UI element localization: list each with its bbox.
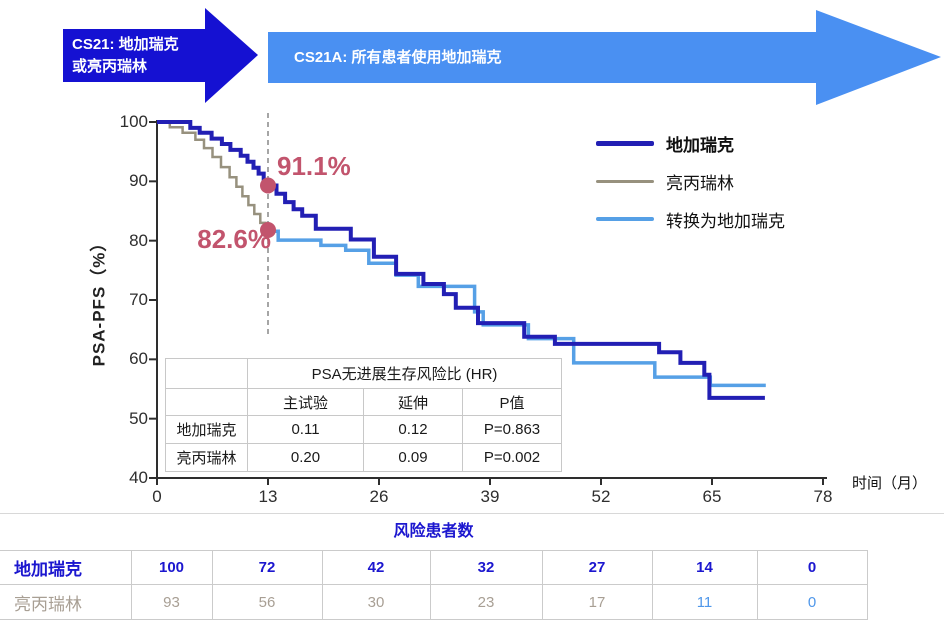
x-tick-label: 65 (702, 487, 722, 506)
legend: 地加瑞克亮丙瑞林转换为地加瑞克 (596, 124, 785, 238)
hr-blank-cell (165, 358, 248, 389)
x-tick-label: 78 (813, 487, 833, 506)
cs21-arrow: CS21: 地加瑞克 或亮丙瑞林 (63, 29, 206, 82)
risk-value-cell: 42 (321, 550, 431, 585)
hr-value-cell: 0.09 (363, 443, 463, 472)
legend-line-swatch (596, 179, 654, 183)
annotation-label: 91.1% (277, 151, 351, 182)
risk-value-cell: 100 (130, 550, 213, 585)
y-tick-label: 40 (129, 468, 148, 487)
hr-value-cell: P=0.863 (462, 415, 562, 444)
annotation-dot (260, 221, 276, 238)
hr-blank-cell (165, 388, 248, 416)
x-tick-label: 26 (369, 487, 389, 506)
cs21a-arrow: CS21A: 所有患者使用地加瑞克 (268, 32, 816, 83)
x-axis-title: 时间（月） (852, 475, 928, 492)
hr-column-header: 主试验 (247, 388, 364, 416)
hr-value-cell: 0.12 (363, 415, 463, 444)
risk-value-cell: 11 (651, 584, 758, 620)
risk-row-label: 亮丙瑞林 (0, 584, 132, 620)
y-tick-label: 90 (129, 171, 148, 191)
legend-line-swatch (596, 140, 654, 146)
legend-label: 亮丙瑞林 (666, 173, 734, 193)
hr-table: PSA无进展生存风险比 (HR) 主试验 延伸 P值地加瑞克 0.11 0.12 P=0.8… (165, 358, 562, 472)
annotation-dot (260, 177, 276, 194)
risk-value-cell: 30 (321, 584, 431, 620)
cs21a-arrowhead-icon (816, 10, 941, 105)
km-curve-0 (157, 120, 765, 400)
cs21-arrow-label-line2: 或亮丙瑞林 (72, 58, 148, 75)
risk-value-cell: 93 (130, 584, 213, 620)
km-curve-1 (157, 120, 270, 232)
y-tick-label: 50 (129, 408, 148, 428)
annotation-label: 82.6% (197, 223, 271, 254)
cs21a-arrow-label: CS21A: 所有患者使用地加瑞克 (294, 49, 502, 66)
x-tick-label: 52 (591, 487, 611, 506)
x-tick-label: 13 (258, 487, 278, 506)
risk-table-title: 风险患者数 (393, 523, 474, 540)
hr-value-cell: 0.11 (247, 415, 364, 444)
hr-value-cell: 0.20 (247, 443, 364, 472)
risk-value-cell: 0 (756, 584, 868, 620)
y-tick-label: 80 (129, 230, 148, 250)
risk-value-cell: 0 (756, 550, 868, 585)
legend-item: 地加瑞克 (596, 124, 785, 162)
legend-label: 转换为地加瑞克 (666, 211, 785, 231)
risk-value-cell: 27 (541, 550, 653, 585)
cs21-arrow-label-line1: CS21: 地加瑞克 (72, 36, 179, 53)
risk-row-label: 地加瑞克 (0, 550, 132, 585)
legend-label: 地加瑞克 (666, 135, 734, 155)
risk-value-cell: 23 (429, 584, 543, 620)
y-tick-label: 70 (129, 290, 148, 309)
risk-value-cell: 72 (211, 550, 323, 585)
risk-table: 地加瑞克 100 72 42 32 27 14 0 亮丙瑞林 93 56 30 23 17 11 0 (0, 550, 868, 620)
hr-value-cell: P=0.002 (462, 443, 562, 472)
hr-table-header: PSA无进展生存风险比 (HR) (247, 358, 562, 389)
cs21-arrowhead-icon (205, 8, 258, 103)
y-tick-label: 60 (129, 349, 148, 369)
risk-value-cell: 17 (541, 584, 653, 620)
x-tick-label: 0 (152, 487, 162, 506)
hr-column-header: P值 (462, 388, 562, 416)
x-tick-label: 39 (480, 487, 500, 506)
y-tick-label: 100 (119, 112, 148, 131)
risk-table-topline (0, 513, 944, 514)
risk-value-cell: 32 (429, 550, 543, 585)
risk-value-cell: 14 (651, 550, 758, 585)
risk-value-cell: 56 (211, 584, 323, 620)
legend-line-swatch (596, 217, 654, 221)
hr-table-body: PSA无进展生存风险比 (HR) 主试验 延伸 P值地加瑞克 0.11 0.12 P=0.8… (165, 358, 562, 472)
legend-item: 亮丙瑞林 (596, 162, 785, 200)
hr-column-header: 延伸 (363, 388, 463, 416)
hr-row-label: 地加瑞克 (165, 415, 248, 444)
hr-row-label: 亮丙瑞林 (165, 443, 248, 472)
legend-item: 转换为地加瑞克 (596, 200, 785, 238)
risk-table-body: 地加瑞克 100 72 42 32 27 14 0 亮丙瑞林 93 56 30 23 17 11 0 (0, 550, 868, 620)
km-curve-2 (268, 229, 766, 388)
